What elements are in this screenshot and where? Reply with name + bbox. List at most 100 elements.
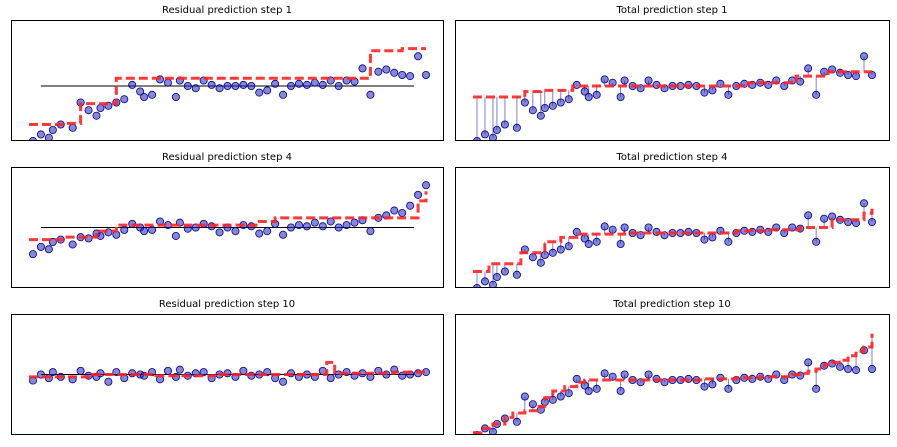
data-point	[263, 227, 272, 236]
data-point	[804, 64, 813, 73]
data-point	[175, 365, 184, 374]
data-point	[171, 231, 180, 240]
panel-residual-step-4: Residual prediction step 4	[11, 152, 444, 288]
panel-title: Total prediction step 4	[615, 152, 727, 163]
data-point	[287, 82, 296, 91]
prediction-step-line	[473, 208, 874, 273]
panel-residual-step-10: Residual prediction step 10	[11, 299, 444, 435]
data-point	[76, 366, 85, 375]
data-point	[616, 386, 625, 395]
data-point	[592, 384, 601, 393]
data-point	[406, 201, 415, 210]
data-point	[812, 90, 821, 99]
data-point	[163, 366, 172, 375]
data-point	[398, 208, 407, 217]
data-point	[231, 82, 240, 91]
plot-area	[472, 333, 877, 435]
data-point	[540, 250, 549, 259]
data-point	[708, 380, 717, 389]
data-point	[207, 80, 216, 89]
data-point	[480, 130, 489, 139]
data-point	[171, 93, 180, 102]
data-point	[84, 106, 93, 115]
data-point	[148, 90, 157, 99]
data-point	[239, 80, 248, 89]
data-point	[548, 101, 557, 110]
data-point	[366, 227, 375, 236]
data-point	[215, 84, 224, 93]
data-point	[271, 79, 280, 88]
data-point	[414, 190, 423, 199]
data-point	[600, 75, 609, 84]
data-point	[342, 221, 351, 230]
data-point	[500, 267, 509, 276]
panel-total-step-4: Total prediction step 4	[455, 152, 890, 288]
panel-title: Total prediction step 1	[615, 5, 727, 16]
data-point	[564, 95, 573, 104]
data-point	[382, 65, 391, 74]
data-point	[398, 71, 407, 80]
panel-residual-step-1: Residual prediction step 1	[11, 5, 444, 141]
data-point	[584, 239, 593, 248]
data-point	[708, 233, 717, 242]
data-point	[804, 358, 813, 367]
panel-title: Total prediction step 10	[612, 299, 730, 310]
data-point	[812, 384, 821, 393]
data-point	[600, 369, 609, 378]
data-point	[68, 240, 77, 249]
data-point	[488, 280, 497, 288]
data-point	[488, 427, 497, 435]
axes-frame	[455, 167, 890, 288]
data-point	[492, 272, 501, 281]
data-point	[140, 93, 149, 102]
data-point	[860, 199, 869, 208]
data-point	[548, 395, 557, 404]
data-point	[279, 377, 288, 386]
data-point	[374, 67, 383, 76]
data-point	[263, 86, 272, 95]
axes-frame	[11, 167, 444, 288]
plot-area	[28, 360, 430, 386]
data-point	[334, 82, 343, 91]
data-point	[724, 237, 733, 246]
data-point	[421, 71, 430, 80]
data-point	[620, 76, 629, 85]
data-point	[644, 223, 653, 232]
data-point	[48, 368, 57, 377]
data-point	[96, 104, 105, 113]
panel-title: Residual prediction step 4	[162, 152, 292, 163]
data-point	[616, 93, 625, 102]
data-point	[836, 362, 845, 371]
data-point	[148, 225, 157, 234]
data-point	[844, 364, 853, 373]
data-point	[390, 68, 399, 77]
data-point	[528, 106, 537, 115]
data-point	[255, 229, 264, 238]
data-point	[406, 72, 415, 81]
data-point	[302, 80, 311, 89]
data-point	[644, 370, 653, 379]
data-point	[620, 370, 629, 379]
prediction-step-line	[29, 360, 426, 379]
prediction-step-line	[29, 191, 428, 242]
data-point	[616, 239, 625, 248]
plot-area	[28, 181, 430, 259]
data-point	[136, 87, 145, 96]
data-point	[488, 133, 497, 141]
data-point	[191, 84, 200, 93]
axes-frame	[455, 20, 890, 141]
data-point	[592, 90, 601, 99]
data-point	[556, 98, 565, 107]
data-point	[592, 237, 601, 246]
data-point	[287, 223, 296, 232]
data-point	[724, 384, 733, 393]
data-point	[724, 90, 733, 99]
data-point	[536, 111, 545, 120]
data-point	[600, 222, 609, 231]
data-point	[310, 78, 319, 87]
panel-total-step-1: Total prediction step 1	[455, 5, 890, 141]
data-point	[310, 218, 319, 227]
prediction-step-line	[473, 70, 872, 99]
data-point	[540, 104, 549, 113]
data-point	[302, 222, 311, 231]
